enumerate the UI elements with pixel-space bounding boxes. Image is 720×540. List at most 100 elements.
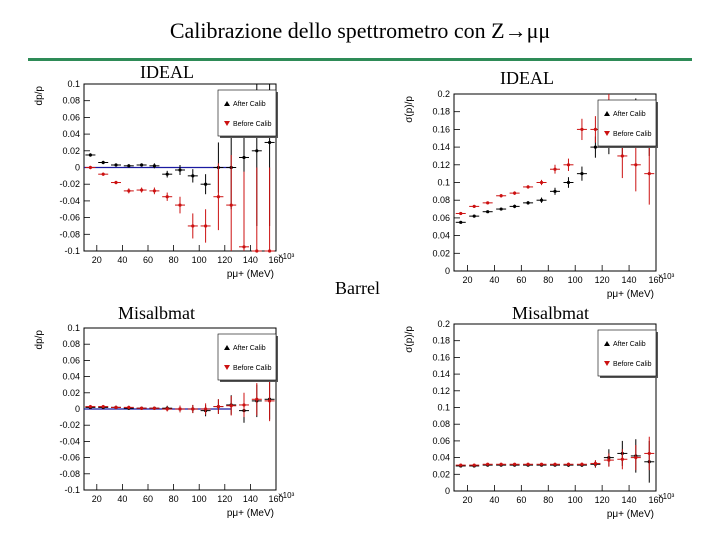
data-point-before [178,203,182,207]
data-point-before [268,249,272,253]
data-point-before [114,405,118,409]
data-point-after [114,163,118,167]
x-tick-label: 140 [622,495,637,505]
data-point-before [229,404,233,408]
data-point-before [216,195,220,199]
y-tick-label: -0.04 [59,196,80,206]
data-point-after [165,172,169,176]
y-tick-label: 0.14 [432,142,450,152]
data-point-before [472,463,476,467]
legend-marker-before [224,365,230,370]
y-tick-label: -0.08 [59,469,80,479]
data-point-before [255,249,259,253]
y-tick-label: 0 [75,404,80,414]
data-point-before [191,224,195,228]
y-tick-label: 0.08 [432,195,450,205]
y-tick-label: -0.04 [59,436,80,446]
y-tick-label: -0.02 [59,179,80,189]
x-tick-label: 40 [117,255,127,265]
data-point-before [634,163,638,167]
data-point-after [191,174,195,178]
y-tick-label: 0.2 [437,319,450,329]
y-tick-label: 0.04 [432,231,450,241]
x-tick-label: 140 [243,255,258,265]
data-point-before [242,245,246,249]
data-point-before [165,195,169,199]
data-point-before [114,180,118,185]
y-tick-label: 0.06 [432,213,450,223]
y-tick-label: 0.02 [432,469,450,479]
x-axis-label: pμ+ (MeV) [607,509,654,520]
data-point-before [499,462,503,466]
legend-entry: Before Calib [233,121,272,128]
x-tick-label: 60 [143,494,153,504]
data-point-before [553,167,557,171]
x-tick-label: 100 [568,495,583,505]
data-point-before [593,461,597,466]
data-point-after [566,180,571,185]
data-point-after [101,160,105,165]
title-underline [28,58,692,61]
y-tick-label: 0.06 [62,355,80,365]
y-tick-label: 0 [445,486,450,496]
legend-entry: After Calib [233,101,266,108]
x-tick-label: 80 [543,275,553,285]
x-tick-label: 20 [462,495,472,505]
legend-box [597,99,657,147]
data-point-before [127,189,131,193]
data-point-after [499,207,503,211]
data-point-before [101,172,105,176]
legend-box [597,329,657,377]
x-axis-label: pμ+ (MeV) [227,508,274,519]
y-tick-label: 0.04 [432,453,450,463]
legend-marker-before [604,131,610,136]
y-tick-label: 0.02 [62,388,80,398]
y-tick-label: 0.14 [432,369,450,379]
data-point-before [499,194,503,198]
y-tick-label: 0.04 [62,129,80,139]
label-top-right: IDEAL [500,68,554,88]
data-point-before [620,154,624,158]
data-point-before [140,406,144,410]
legend-entry: After Calib [613,341,646,348]
data-point-before [140,188,144,192]
y-tick-label: 0.12 [432,386,450,396]
y-tick-label: -0.02 [59,420,80,430]
x-tick-label: 60 [516,495,526,505]
x-tick-label: 160 [268,255,283,265]
y-tick-label: 0.18 [432,107,450,117]
label-top-left: IDEAL [140,62,194,82]
data-point-before [178,407,182,411]
data-point-before [204,407,208,411]
y-tick-label: 0.02 [432,248,450,258]
x-tick-label: 80 [169,494,179,504]
y-tick-label: 0.06 [432,436,450,446]
legend-entry: After Calib [233,345,266,352]
x-tick-label: 100 [192,255,207,265]
data-point-before [580,462,584,466]
x-tick-label: 80 [169,255,179,265]
y-tick-label: 0.18 [432,336,450,346]
data-point-after [255,149,259,153]
x-tick-label: 120 [217,255,232,265]
legend-entry: After Calib [613,111,646,118]
label-bottom-right: Misalbmat [512,303,589,323]
data-point-before [486,201,490,205]
y-tick-label: 0.04 [62,372,80,382]
x-tick-label: 40 [117,494,127,504]
x-tick-label: 100 [568,275,583,285]
legend-marker-before [224,121,230,126]
data-point-before [647,172,651,176]
data-point-before [268,399,272,403]
bias-ideal-chart: -0.1 -0.08 -0.06 -0.04 -0.02 0 0.02 0.04 0.06 0.0… [34,79,295,280]
data-point-after [268,140,272,145]
x-tick-label: 20 [92,255,102,265]
data-point-before [607,458,611,462]
data-point-before [191,407,195,411]
y-axis-label: σ(p)/p [404,96,415,123]
data-point-after [553,189,557,193]
data-point-before [127,405,131,409]
x-exponent-label: ×10³ [278,252,295,261]
y-tick-label: 0.2 [437,89,450,99]
data-point-after [178,168,182,172]
